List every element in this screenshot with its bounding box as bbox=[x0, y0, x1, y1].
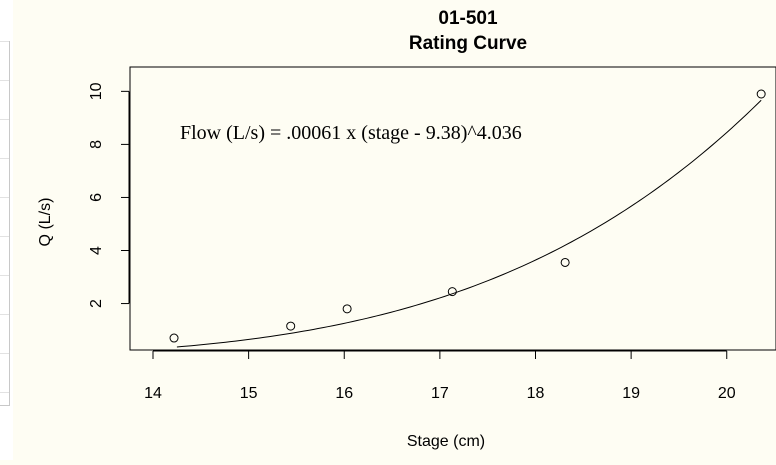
side-table-fragment bbox=[0, 41, 10, 406]
y-axis-label: Q (L/s) bbox=[37, 198, 54, 247]
y-tick-label: 4 bbox=[88, 246, 105, 255]
plot-frame bbox=[129, 66, 776, 351]
data-point bbox=[560, 257, 570, 267]
rating-curve-chart: 01-501 Rating Curve 14 15 16 17 18 19 20 2 4 6 8 10… bbox=[37, 8, 776, 450]
data-point bbox=[286, 321, 296, 331]
data-point bbox=[169, 333, 179, 343]
side-table-gridline bbox=[0, 119, 9, 120]
y-tick-label: 2 bbox=[88, 299, 105, 308]
side-table-gridline bbox=[0, 197, 9, 198]
x-tick-label: 15 bbox=[240, 385, 258, 402]
data-point bbox=[342, 304, 352, 314]
chart-subtitle: Rating Curve bbox=[409, 33, 527, 54]
x-axis-label: Stage (cm) bbox=[407, 433, 485, 450]
x-tick-label: 14 bbox=[144, 385, 162, 402]
side-table-gridline bbox=[0, 80, 9, 81]
side-table-gridline bbox=[0, 236, 9, 237]
x-tick-label: 18 bbox=[527, 385, 545, 402]
side-table-gridline bbox=[0, 158, 9, 159]
chart-area: 01-501 Rating Curve 14 15 16 17 18 19 20 2 4 6 8 10… bbox=[26, 0, 776, 460]
chart-title: 01-501 bbox=[438, 8, 498, 29]
side-table-gridline bbox=[0, 392, 9, 393]
data-point bbox=[756, 89, 766, 99]
y-tick-label: 6 bbox=[88, 193, 105, 202]
x-tick-label: 20 bbox=[718, 385, 736, 402]
side-table-gridline bbox=[0, 314, 9, 315]
x-tick-label: 19 bbox=[622, 385, 640, 402]
x-tick-label: 16 bbox=[335, 385, 353, 402]
side-table-gridline bbox=[0, 41, 9, 42]
y-tick-label: 8 bbox=[88, 140, 105, 149]
fit-curve-line bbox=[176, 99, 762, 348]
side-table-gridline bbox=[0, 275, 9, 276]
fit-equation-label: Flow (L/s) = .00061 x (stage - 9.38)^4.0… bbox=[180, 122, 522, 144]
y-tick-label: 10 bbox=[88, 82, 105, 100]
left-side-panel bbox=[0, 0, 13, 460]
side-table-gridline bbox=[0, 353, 9, 354]
data-point bbox=[447, 287, 457, 297]
x-tick-label: 17 bbox=[431, 385, 449, 402]
